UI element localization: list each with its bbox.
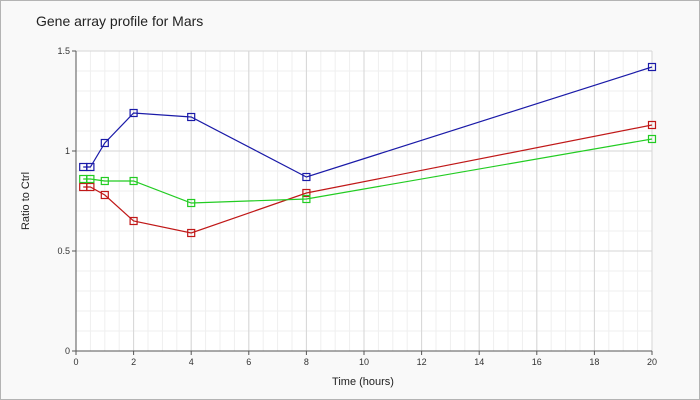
series-line xyxy=(83,124,653,234)
data-point xyxy=(187,112,196,122)
data-point xyxy=(647,62,657,72)
data-point xyxy=(187,228,196,238)
x-tick-label: 10 xyxy=(359,357,369,367)
x-tick-label: 4 xyxy=(189,357,194,367)
y-tick-label: 1 xyxy=(65,146,70,156)
data-point xyxy=(302,188,311,198)
x-axis-label: Time (hours) xyxy=(332,376,394,388)
x-tick-label: 0 xyxy=(73,357,78,367)
x-tick-label: 20 xyxy=(647,357,657,367)
series-line xyxy=(83,138,653,204)
series-2 xyxy=(79,120,657,238)
x-tick-label: 6 xyxy=(246,357,251,367)
x-tick-label: 14 xyxy=(474,357,484,367)
series-line xyxy=(83,66,653,178)
series-3 xyxy=(79,134,657,208)
data-point xyxy=(86,162,95,172)
chart-title: Gene array profile for Mars xyxy=(36,13,204,29)
data-point xyxy=(129,176,138,186)
data-point xyxy=(302,194,311,204)
data-point xyxy=(86,182,95,192)
data-point xyxy=(100,176,109,186)
y-tick-label: 0 xyxy=(65,346,70,356)
y-axis-label: Ratio to Ctrl xyxy=(20,172,32,230)
x-tick-label: 16 xyxy=(532,357,542,367)
x-tick-label: 2 xyxy=(131,357,136,367)
series-1 xyxy=(79,62,657,182)
data-point xyxy=(647,120,657,130)
data-point xyxy=(86,174,95,184)
y-tick-label: 0.5 xyxy=(57,246,70,256)
series-layer xyxy=(79,62,657,238)
data-point xyxy=(129,216,138,226)
data-point xyxy=(129,108,138,118)
data-point xyxy=(302,172,311,182)
x-axis-ticks: 0 2 4 6 8 10 12 14 16 18 20 xyxy=(73,351,657,367)
data-point xyxy=(187,198,196,208)
data-point xyxy=(100,138,109,148)
y-tick-label: 1.5 xyxy=(57,46,70,56)
data-point xyxy=(100,190,109,200)
data-point xyxy=(647,134,657,144)
x-tick-label: 12 xyxy=(417,357,427,367)
x-tick-label: 18 xyxy=(589,357,599,367)
y-axis-ticks: 0 0.5 1 1.5 xyxy=(57,46,76,356)
x-tick-label: 8 xyxy=(304,357,309,367)
